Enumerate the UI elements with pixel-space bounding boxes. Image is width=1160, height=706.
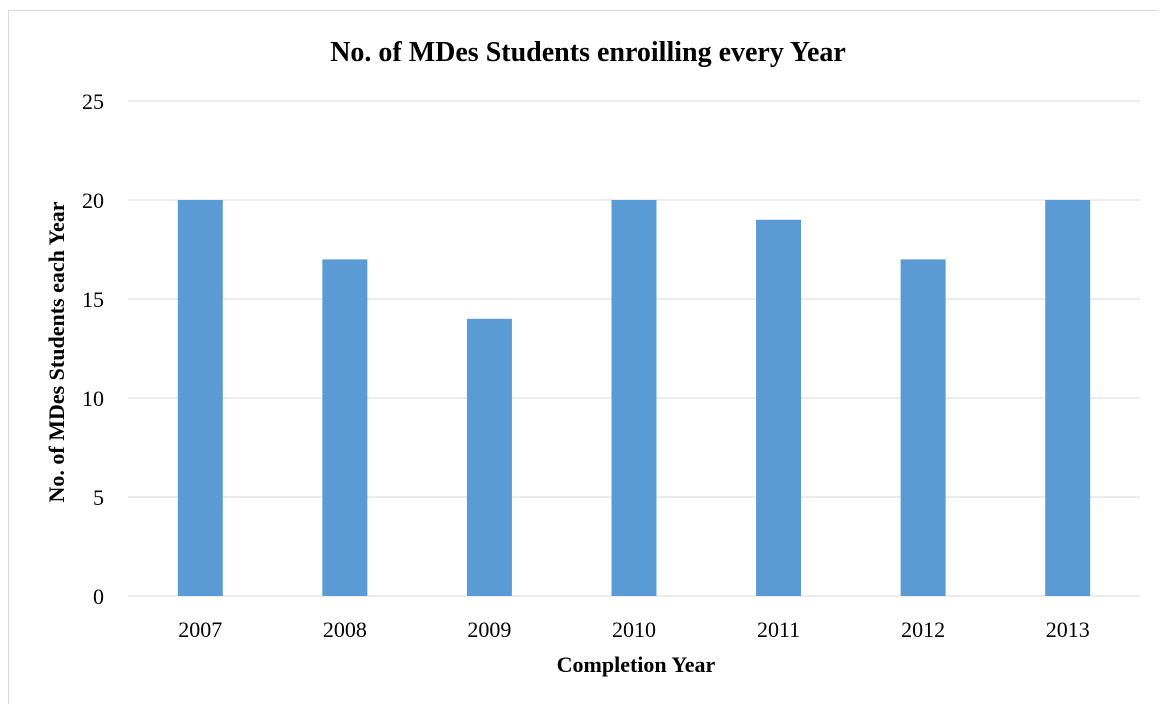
y-axis-title: No. of MDes Students each Year <box>44 201 69 502</box>
x-tick-label: 2007 <box>178 617 222 642</box>
bar-2010 <box>611 200 657 596</box>
y-tick-label: 25 <box>82 89 104 114</box>
y-tick-label: 10 <box>82 386 104 411</box>
x-tick-label: 2011 <box>757 617 800 642</box>
x-tick-label: 2012 <box>901 617 945 642</box>
x-axis-ticks: 2007 2008 2009 2010 2011 2012 2013 <box>178 617 1089 642</box>
bar-2011 <box>756 219 802 597</box>
x-tick-label: 2009 <box>467 617 511 642</box>
x-tick-label: 2013 <box>1046 617 1090 642</box>
y-axis-ticks: 0 5 10 15 20 25 <box>82 89 104 609</box>
bar-2009 <box>466 318 512 596</box>
bar-2008 <box>322 259 368 596</box>
x-tick-label: 2010 <box>612 617 656 642</box>
bar-2012 <box>900 259 946 596</box>
y-tick-label: 20 <box>82 188 104 213</box>
bar-2013 <box>1045 200 1091 596</box>
chart-title: No. of MDes Students enroilling every Ye… <box>330 37 846 68</box>
bars <box>177 200 1091 597</box>
x-axis-title: Completion Year <box>557 652 716 677</box>
bar-2007 <box>177 200 223 596</box>
y-tick-label: 0 <box>93 584 104 609</box>
chart-frame <box>8 10 1158 704</box>
x-tick-label: 2008 <box>323 617 367 642</box>
y-tick-label: 5 <box>93 485 104 510</box>
y-tick-label: 15 <box>82 287 104 312</box>
